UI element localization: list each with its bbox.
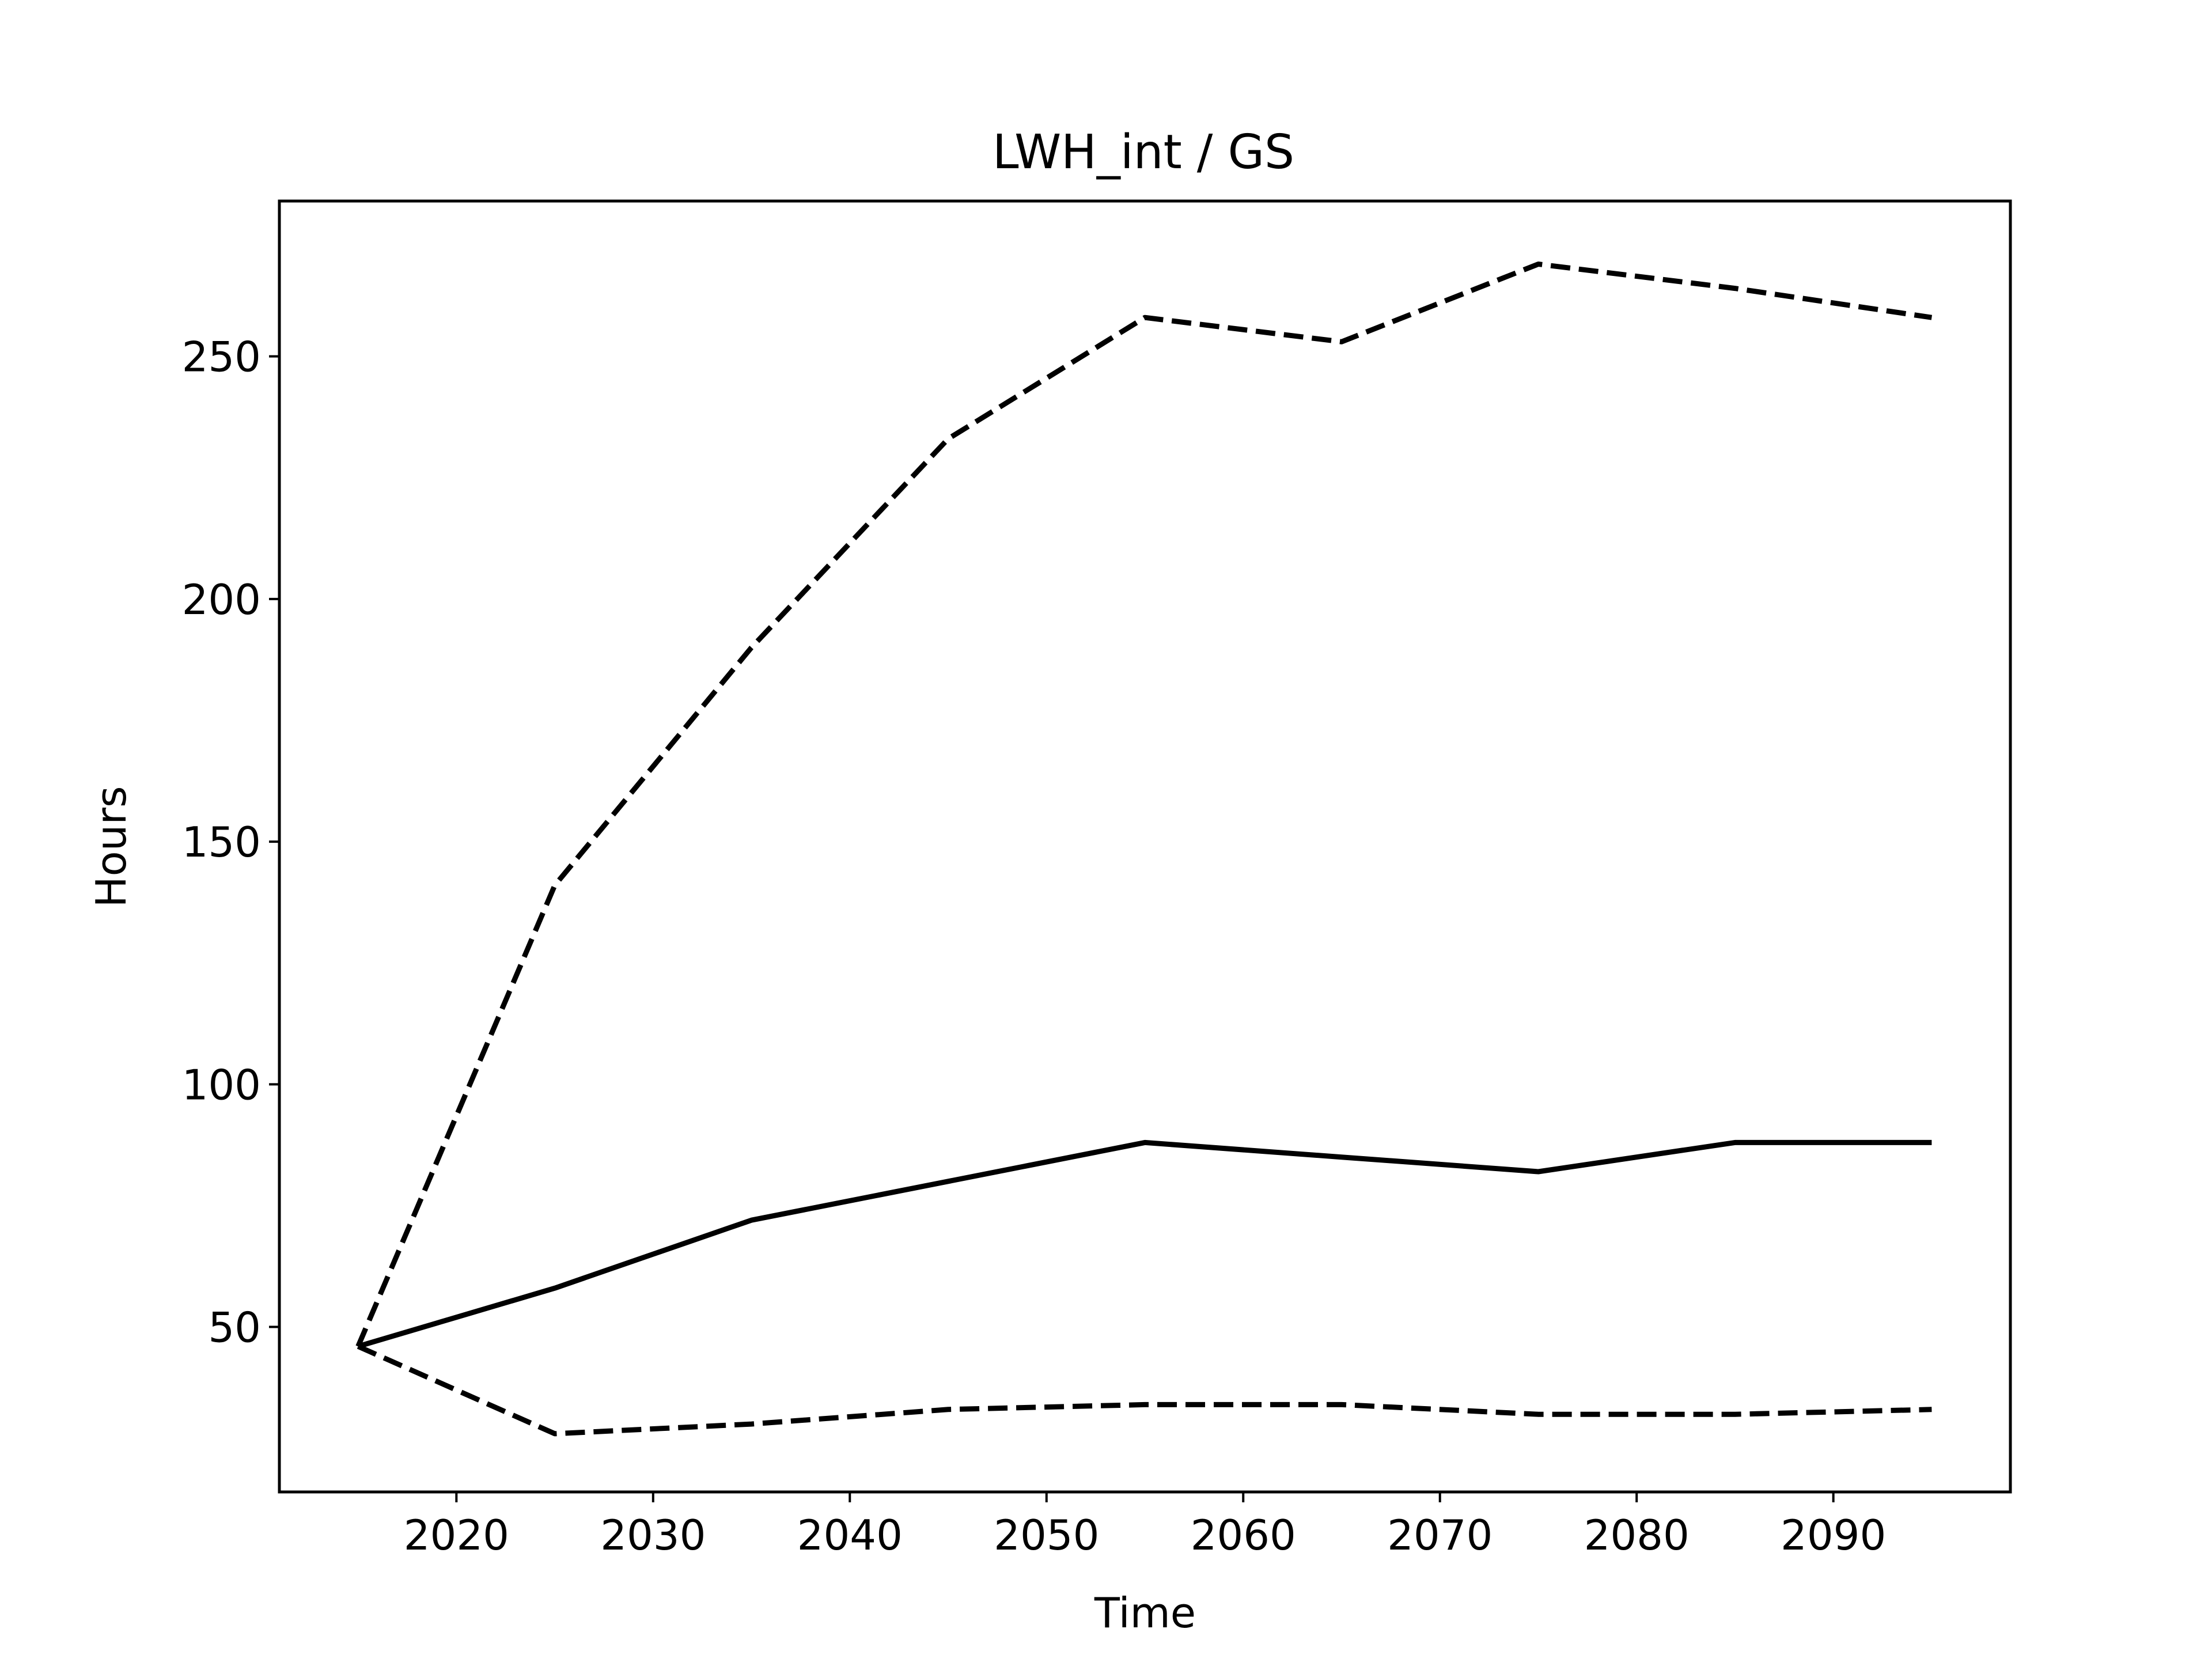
y-axis-ticks: 50 100 150 200 250 — [182, 333, 279, 1352]
series-layer — [355, 262, 1933, 1437]
solid-series-line-2 — [357, 1139, 1932, 1349]
plot-area: 2020 2030 2040 2050 2060 2070 2080 2090 50 100 15… — [182, 199, 2012, 1559]
x-tick-label: 2070 — [1387, 1511, 1493, 1559]
x-tick-label: 2030 — [600, 1511, 706, 1559]
x-tick-label: 2060 — [1191, 1511, 1296, 1559]
x-tick-label: 2090 — [1781, 1511, 1886, 1559]
y-axis-label: Hours — [87, 786, 135, 908]
y-tick-label: 100 — [182, 1060, 261, 1109]
x-tick-label: 2050 — [994, 1511, 1099, 1559]
x-tick-label: 2080 — [1584, 1511, 1690, 1559]
y-tick-label: 250 — [182, 333, 261, 381]
dashed-series-line-3 — [357, 1344, 1932, 1437]
y-tick-label: 50 — [208, 1304, 261, 1352]
x-tick-label: 2020 — [404, 1511, 509, 1559]
x-tick-label: 2040 — [797, 1511, 903, 1559]
chart-title: LWH_int / GS — [993, 125, 1294, 180]
x-axis-ticks: 2020 2030 2040 2050 2060 2070 2080 2090 — [404, 1492, 1886, 1559]
x-axis-label: Time — [1094, 1589, 1196, 1637]
plot-frame — [278, 199, 2012, 1494]
y-tick-label: 200 — [182, 575, 261, 624]
y-tick-label: 150 — [182, 818, 261, 866]
dashed-series-line-1 — [355, 262, 1933, 1348]
